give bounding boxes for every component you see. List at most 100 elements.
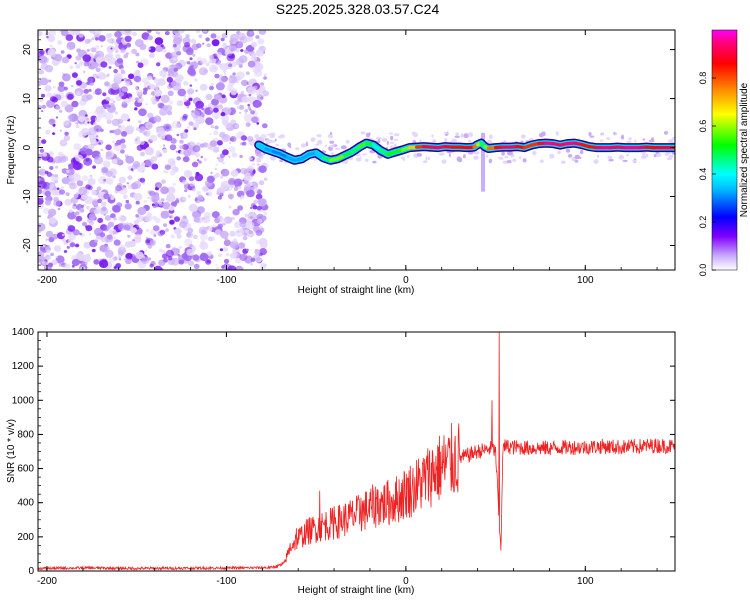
snr-y-tick-label: 800 <box>17 429 34 440</box>
spectrogram-x-tick-label: 0 <box>403 275 409 286</box>
noise-speck <box>215 163 218 166</box>
noise-speck <box>141 256 150 264</box>
ridge-halo-speck <box>390 141 394 144</box>
noise-speck <box>139 140 145 145</box>
noise-speck <box>57 40 63 45</box>
noise-speck <box>93 62 97 66</box>
noise-speck <box>66 169 70 174</box>
ridge-halo-speck <box>485 154 489 158</box>
noise-speck <box>188 203 198 212</box>
noise-speck <box>121 87 128 93</box>
ridge-halo-speck <box>539 159 544 164</box>
noise-speck <box>192 53 196 57</box>
noise-speck <box>177 254 181 257</box>
noise-speck <box>182 144 189 150</box>
noise-speck <box>165 243 171 249</box>
noise-speck <box>169 144 177 151</box>
noise-speck <box>118 250 124 257</box>
noise-speck <box>221 134 231 142</box>
noise-speck <box>96 76 100 79</box>
noise-speck <box>51 189 58 196</box>
noise-speck <box>60 50 65 54</box>
ridge-halo-speck <box>498 156 503 160</box>
noise-speck <box>187 126 191 129</box>
ridge-halo-speck <box>628 137 632 141</box>
noise-speck <box>52 132 55 135</box>
noise-speck <box>99 259 109 269</box>
noise-speck <box>198 34 203 38</box>
noise-speck <box>88 135 93 139</box>
noise-speck <box>76 191 80 195</box>
noise-speck <box>162 250 166 254</box>
noise-speck <box>262 90 270 97</box>
noise-speck <box>106 225 111 230</box>
noise-speck <box>206 43 211 48</box>
noise-speck <box>67 114 74 120</box>
spectrogram-x-tick-label: 100 <box>577 275 594 286</box>
ridge-halo-speck <box>589 135 595 138</box>
ridge-halo-speck <box>672 136 675 140</box>
noise-speck <box>71 173 81 182</box>
noise-speck <box>243 184 252 192</box>
noise-speck <box>260 82 265 86</box>
noise-speck <box>135 200 140 205</box>
noise-speck <box>200 240 205 245</box>
snr-y-tick-label: 0 <box>28 566 34 577</box>
noise-speck <box>60 100 68 108</box>
noise-speck <box>240 49 244 52</box>
noise-speck <box>262 123 268 129</box>
noise-speck <box>105 96 111 102</box>
ridge-halo-speck <box>427 156 430 161</box>
noise-speck <box>103 74 107 78</box>
noise-speck <box>118 258 122 261</box>
noise-speck <box>243 114 253 122</box>
noise-speck <box>115 53 121 59</box>
noise-speck <box>205 37 210 42</box>
noise-speck <box>128 96 135 102</box>
noise-speck <box>64 131 69 136</box>
noise-speck <box>79 232 83 236</box>
noise-speck <box>110 98 114 102</box>
noise-speck <box>189 70 197 77</box>
snr-y-tick-label: 200 <box>17 532 34 543</box>
noise-speck <box>247 86 257 95</box>
noise-speck <box>59 129 63 132</box>
noise-speck <box>66 245 70 249</box>
ridge-halo-speck <box>503 140 507 143</box>
noise-speck <box>193 263 200 269</box>
noise-speck <box>162 148 168 154</box>
noise-speck <box>135 251 144 260</box>
noise-speck <box>41 139 47 145</box>
noise-speck <box>45 238 48 241</box>
noise-speck <box>182 113 188 119</box>
noise-speck <box>115 95 122 102</box>
noise-speck <box>220 175 224 179</box>
ridge-halo-speck <box>300 143 306 148</box>
ridge-halo-speck <box>432 139 437 143</box>
noise-speck <box>223 72 227 75</box>
ridge-halo-speck <box>606 137 610 140</box>
noise-speck <box>159 154 163 157</box>
noise-speck <box>113 236 117 239</box>
noise-speck <box>220 184 229 192</box>
noise-speck <box>167 158 176 166</box>
noise-speck <box>210 125 215 129</box>
noise-speck <box>257 163 260 166</box>
noise-speck <box>94 116 101 122</box>
noise-speck <box>203 157 208 162</box>
noise-speck <box>188 97 193 102</box>
noise-speck <box>142 90 147 95</box>
noise-speck <box>233 178 243 187</box>
ridge-halo-speck <box>362 153 367 156</box>
noise-speck <box>142 131 148 136</box>
noise-speck <box>184 129 189 133</box>
noise-speck <box>240 91 245 95</box>
noise-speck <box>247 211 257 220</box>
noise-speck <box>104 81 110 87</box>
noise-speck <box>222 42 227 48</box>
noise-speck <box>227 265 237 270</box>
noise-speck <box>139 126 146 132</box>
noise-speck <box>260 263 267 269</box>
noise-speck <box>214 229 222 236</box>
noise-speck <box>254 134 260 139</box>
